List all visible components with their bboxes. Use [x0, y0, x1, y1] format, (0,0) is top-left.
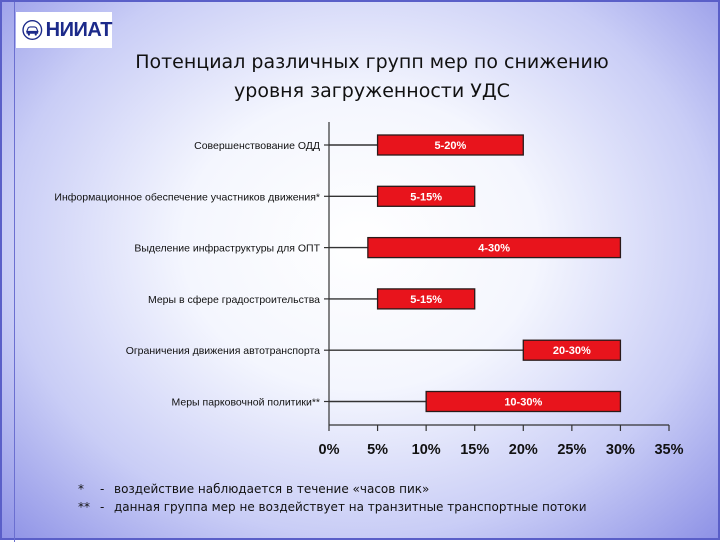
category-label: Меры в сфере градостроительства: [148, 294, 320, 306]
range-bar: [376, 288, 476, 310]
decorative-line: [14, 2, 15, 542]
bar-data-label: 4-30%: [478, 243, 510, 255]
bar-data-label: 10-30%: [504, 397, 542, 409]
x-tick-label: 10%: [412, 442, 441, 458]
footnote-dash: -: [100, 482, 105, 496]
footnote-mark: *: [78, 482, 84, 496]
x-tick-label: 25%: [557, 442, 586, 458]
slide-title: Потенциал различных групп мер по снижени…: [62, 48, 682, 106]
category-label: Ограничения движения автотранспорта: [126, 345, 320, 357]
x-tick-label: 0%: [319, 442, 340, 458]
category-label: Совершенствование ОДД: [194, 140, 320, 152]
x-tick-label: 35%: [654, 442, 683, 458]
title-line-2: уровня загруженности УДС: [234, 80, 510, 102]
title-line-1: Потенциал различных групп мер по снижени…: [135, 51, 609, 73]
bar-data-label: 5-15%: [410, 191, 442, 203]
range-bar: [376, 134, 524, 156]
category-label: Выделение инфраструктуры для ОПТ: [134, 243, 320, 255]
car-emblem-icon: [22, 20, 43, 40]
category-label: Меры парковочной политики**: [172, 397, 320, 409]
bar-data-label: 5-20%: [435, 140, 467, 152]
footnote-2: ** - данная группа мер не воздействует н…: [78, 498, 587, 516]
footnotes: * - воздействие наблюдается в течение «ч…: [78, 480, 587, 516]
range-bar: [367, 236, 622, 259]
logo-text: НИИАТ: [45, 18, 113, 41]
x-tick-label: 5%: [367, 442, 388, 458]
footnote-dash: -: [100, 500, 105, 514]
footnote-text: данная группа мер не воздействует на тра…: [114, 500, 587, 514]
range-bar: [425, 390, 622, 413]
footnote-1: * - воздействие наблюдается в течение «ч…: [78, 480, 587, 498]
bar-data-label: 20-30%: [553, 345, 591, 357]
footnote-mark: **: [78, 500, 90, 514]
x-tick-label: 20%: [509, 442, 538, 458]
x-tick-label: 15%: [460, 442, 489, 458]
range-bar: [376, 185, 476, 207]
range-bar: [522, 339, 622, 361]
x-tick-label: 30%: [606, 442, 635, 458]
bar-data-label: 5-15%: [410, 294, 442, 306]
footnote-text: воздействие наблюдается в течение «часов…: [114, 482, 430, 496]
logo: НИИАТ: [16, 12, 113, 48]
category-label: Информационное обеспечение участников дв…: [54, 191, 320, 203]
